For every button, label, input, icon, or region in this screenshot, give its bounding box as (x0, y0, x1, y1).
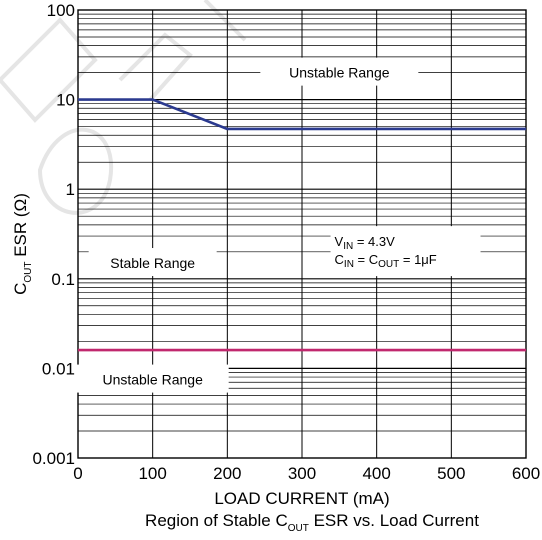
stable-region-box (88, 248, 217, 277)
x-tick-label: 400 (362, 464, 390, 483)
y-axis-title-sub: OUT (23, 262, 34, 283)
x-tick-label: 100 (138, 464, 166, 483)
x-tick-label: 0 (73, 464, 82, 483)
conditions-box (330, 226, 481, 277)
x-tick-label: 500 (437, 464, 465, 483)
y-tick-label: 10 (56, 91, 75, 110)
y-axis-title-main: C (11, 283, 30, 295)
y-tick-label: 1 (66, 180, 75, 199)
caption-tail: ESR vs. Load Current (309, 511, 479, 530)
x-tick-label: 600 (512, 464, 540, 483)
condition-vin: VIN = 4.3V (335, 234, 396, 252)
upper-unstable-region-box (260, 57, 419, 86)
watermark (0, 0, 247, 215)
condition-capacitors: CIN = COUT = 1μF (335, 252, 437, 270)
x-tick-label: 200 (213, 464, 241, 483)
plot-frame (77, 9, 527, 459)
caption-main: Region of Stable C (145, 511, 288, 530)
y-axis-title: COUT ESR (Ω) (11, 193, 34, 295)
stable-region-label: Stable Range (110, 255, 195, 271)
series-group (78, 98, 526, 352)
y-axis-title-tail: ESR (Ω) (11, 193, 30, 261)
y-tick-label: 0.001 (32, 449, 75, 468)
lower-unstable-region-label: Unstable Range (102, 372, 203, 388)
series-line-1 (78, 98, 526, 131)
lower-unstable-region-box (76, 364, 229, 393)
y-tick-label: 100 (47, 1, 75, 20)
x-axis-title: LOAD CURRENT (mA) (214, 489, 389, 508)
x-tick-label: 300 (288, 464, 316, 483)
annotations: Unstable Range Stable Range Unstable Range… (76, 57, 481, 393)
chart-caption: Region of Stable COUT ESR vs. Load Curre… (145, 511, 479, 534)
y-tick-label: 0.1 (51, 270, 75, 289)
y-tick-labels: 0.001 0.01 0.1 1 10 100 (32, 1, 75, 468)
upper-unstable-region-label: Unstable Range (289, 65, 390, 81)
y-tick-label: 0.01 (42, 359, 75, 378)
x-tick-labels: 0 100 200 300 400 500 600 (73, 464, 540, 483)
caption-sub: OUT (288, 523, 309, 534)
